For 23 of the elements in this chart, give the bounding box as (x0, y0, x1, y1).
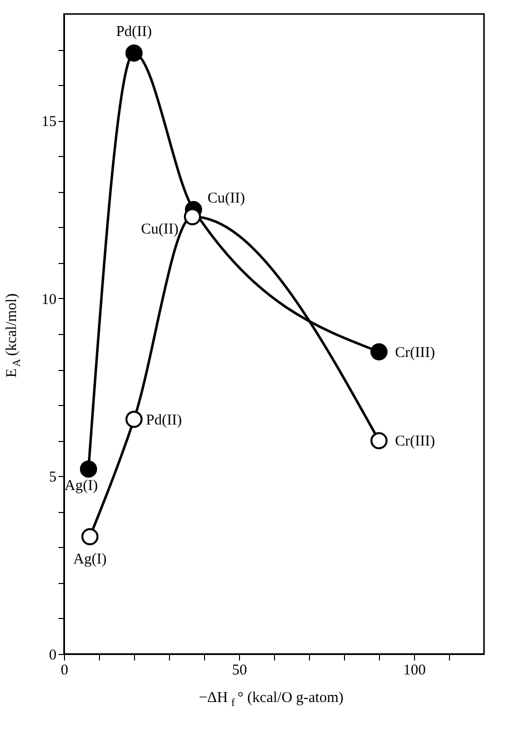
annotation: Cu(II) (140, 222, 178, 238)
point (125, 410, 143, 428)
annotation: Cr(III) (395, 434, 435, 450)
annotation: Ag(I) (64, 478, 98, 494)
y-axis-title: EA (kcal/mol) (4, 293, 23, 378)
x-tick-label: 100 (403, 662, 426, 678)
point (370, 432, 388, 450)
x-tick-label: 50 (232, 662, 247, 678)
annotation: Cu(II) (208, 190, 245, 207)
point (80, 460, 98, 478)
x-tick-label: 0 (60, 662, 68, 678)
y-tick-label: 0 (49, 648, 56, 664)
point (125, 44, 143, 62)
point (81, 528, 98, 546)
annotation: Pd(II) (146, 412, 182, 428)
y-tick-label: 10 (42, 292, 56, 308)
y-tick-label: 5 (49, 470, 56, 486)
y-tick-label: 15 (42, 114, 56, 130)
point (184, 208, 202, 226)
annotation: Pd(II) (116, 24, 152, 40)
annotation: Ag(I) (73, 552, 107, 568)
annotation: Cr(III) (395, 344, 435, 361)
point (370, 343, 388, 360)
